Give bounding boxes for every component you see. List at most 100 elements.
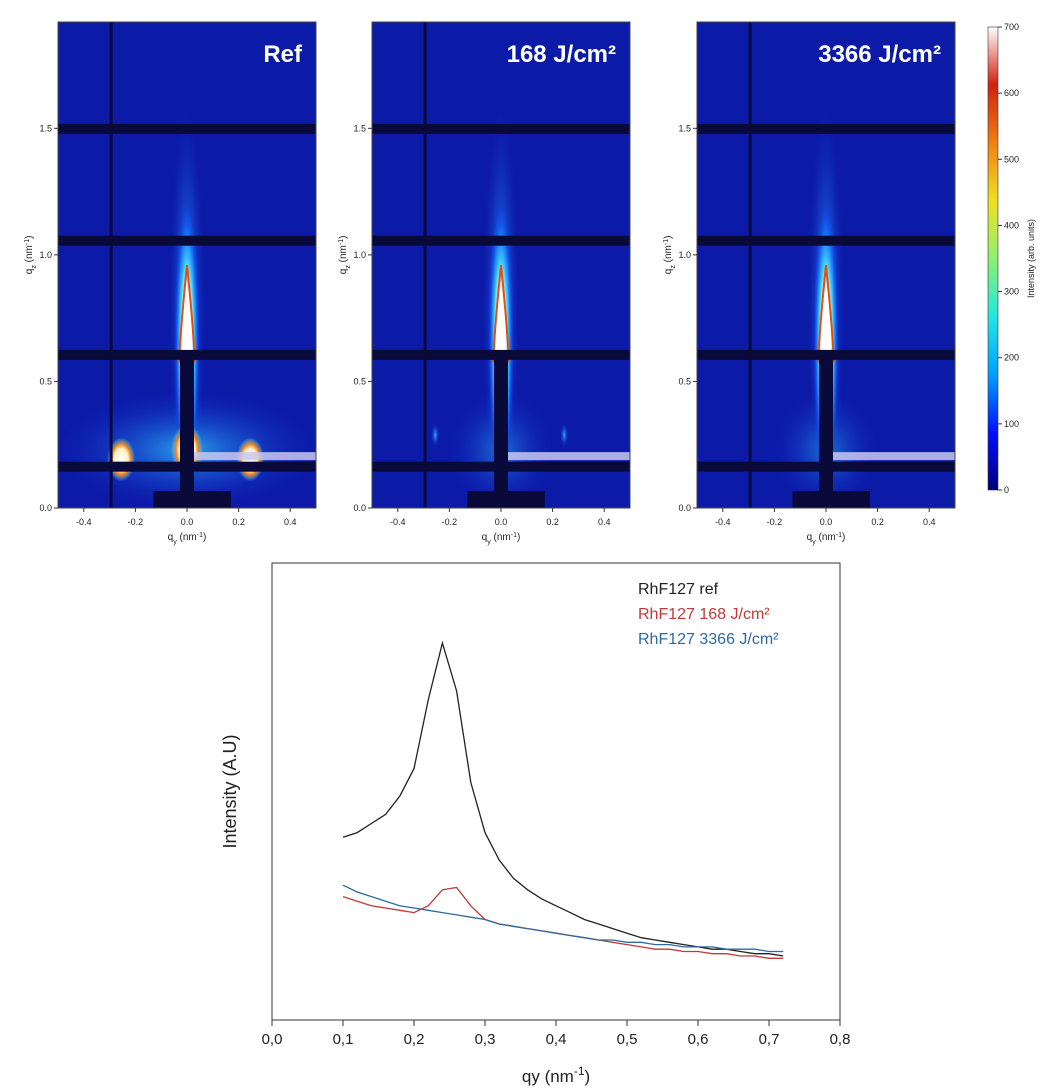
x-tick-label: 0.2 bbox=[232, 517, 245, 527]
label-part: y bbox=[812, 539, 816, 546]
label-part: q bbox=[24, 269, 35, 275]
label-part: z bbox=[31, 265, 38, 269]
label-part: qy (nm bbox=[522, 1067, 574, 1086]
x-tick-label: -0.2 bbox=[128, 517, 144, 527]
label-part: q bbox=[807, 532, 813, 543]
label-part: (nm bbox=[816, 532, 836, 543]
y-tick-label: 1.5 bbox=[678, 123, 691, 133]
label-part: ) bbox=[842, 532, 845, 543]
label-part: -1 bbox=[24, 239, 31, 245]
label-part: -1 bbox=[574, 1064, 585, 1078]
label-part: q bbox=[482, 532, 488, 543]
detector-gap bbox=[58, 235, 316, 246]
x-tick-label: 0,6 bbox=[688, 1031, 709, 1048]
colorbar-tick-label: 100 bbox=[1004, 419, 1019, 429]
label-part: -1 bbox=[338, 239, 345, 245]
detector-gap bbox=[697, 235, 955, 246]
x-tick-label: 0.4 bbox=[284, 517, 297, 527]
colorbar-tick-label: 600 bbox=[1004, 88, 1019, 98]
label-part: q bbox=[338, 269, 349, 275]
line-series bbox=[342, 640, 784, 957]
x-tick-label: 0.2 bbox=[871, 517, 884, 527]
label-part: q bbox=[663, 269, 674, 275]
horizon-streak bbox=[192, 452, 316, 461]
label-part: ) bbox=[24, 236, 35, 239]
line-series bbox=[342, 884, 784, 953]
label-part: ) bbox=[338, 236, 349, 239]
x-tick-label: 0,8 bbox=[830, 1031, 851, 1048]
colorbar-tick-label: 500 bbox=[1004, 154, 1019, 164]
colorbar-label: Intensity (arb. units) bbox=[1026, 219, 1036, 298]
x-tick-label: 0.0 bbox=[495, 517, 508, 527]
colorbar-tick-label: 700 bbox=[1004, 22, 1019, 32]
legend-entry: RhF127 ref bbox=[638, 581, 719, 598]
x-tick-label: -0.4 bbox=[76, 517, 92, 527]
y-tick-label: 0.0 bbox=[39, 503, 52, 513]
detector-gap bbox=[58, 123, 316, 134]
panel-title: 168 J/cm² bbox=[507, 41, 616, 68]
x-tick-label: -0.4 bbox=[715, 517, 731, 527]
label-part: (nm bbox=[338, 245, 349, 265]
horizon-streak bbox=[506, 452, 630, 461]
label-part: z bbox=[670, 265, 677, 269]
x-tick-label: -0.2 bbox=[442, 517, 458, 527]
heatmap-image bbox=[58, 22, 316, 508]
colorbar bbox=[987, 26, 999, 491]
y-tick-label: 0.0 bbox=[353, 503, 366, 513]
y-axis-label: qz (nm-1) bbox=[24, 236, 38, 275]
label-part: (nm bbox=[24, 245, 35, 265]
y-tick-label: 1.0 bbox=[678, 250, 691, 260]
label-part: ) bbox=[203, 532, 206, 543]
x-tick-label: 0,1 bbox=[333, 1031, 354, 1048]
y-axis-label: qz (nm-1) bbox=[338, 236, 352, 275]
y-tick-label: 0.5 bbox=[39, 376, 52, 386]
x-tick-label: 0,2 bbox=[404, 1031, 425, 1048]
colorbar-tick-label: 200 bbox=[1004, 353, 1019, 363]
detector-gap bbox=[109, 22, 113, 508]
y-tick-label: 1.0 bbox=[39, 250, 52, 260]
bragg-spot bbox=[431, 423, 440, 448]
x-tick-label: -0.4 bbox=[390, 517, 406, 527]
x-tick-label: 0,7 bbox=[759, 1031, 780, 1048]
x-tick-label: 0,5 bbox=[617, 1031, 638, 1048]
detector-gap bbox=[372, 235, 630, 246]
y-tick-label: 0.5 bbox=[353, 376, 366, 386]
label-part: -1 bbox=[197, 532, 203, 539]
y-tick-label: 1.0 bbox=[353, 250, 366, 260]
x-tick-label: 0,0 bbox=[262, 1031, 283, 1048]
horizon-streak bbox=[831, 452, 955, 461]
x-tick-label: 0.0 bbox=[820, 517, 833, 527]
detector-gap bbox=[748, 22, 752, 508]
bragg-spot bbox=[560, 423, 569, 448]
label-part: ) bbox=[584, 1067, 590, 1086]
beam-stop bbox=[180, 354, 194, 508]
y-tick-label: 0.0 bbox=[678, 503, 691, 513]
detector-gap bbox=[423, 22, 427, 508]
beam-stop bbox=[494, 354, 508, 508]
legend-entry: RhF127 168 J/cm² bbox=[638, 606, 770, 623]
colorbar-tick-label: 300 bbox=[1004, 287, 1019, 297]
x-tick-label: 0,4 bbox=[546, 1031, 567, 1048]
x-tick-label: -0.2 bbox=[767, 517, 783, 527]
x-axis-label: qy (nm-1) bbox=[168, 532, 207, 546]
y-axis-label: Intensity (A.U) bbox=[220, 734, 240, 848]
label-part: (nm bbox=[177, 532, 197, 543]
label-part: q bbox=[168, 532, 174, 543]
label-part: -1 bbox=[663, 239, 670, 245]
y-tick-label: 1.5 bbox=[39, 123, 52, 133]
heatmap-image bbox=[372, 22, 630, 508]
x-tick-label: 0.0 bbox=[181, 517, 194, 527]
detector-gap bbox=[697, 123, 955, 134]
label-part: z bbox=[345, 265, 352, 269]
label-part: (nm bbox=[663, 245, 674, 265]
label-part: (nm bbox=[491, 532, 511, 543]
x-axis-label: qy (nm-1) bbox=[522, 1064, 590, 1086]
colorbar-tick-label: 400 bbox=[1004, 220, 1019, 230]
x-tick-label: 0.2 bbox=[546, 517, 559, 527]
x-tick-label: 0.4 bbox=[923, 517, 936, 527]
beam-stop bbox=[819, 354, 833, 508]
label-part: -1 bbox=[511, 532, 517, 539]
panel-title: 3366 J/cm² bbox=[818, 41, 941, 68]
y-tick-label: 0.5 bbox=[678, 376, 691, 386]
